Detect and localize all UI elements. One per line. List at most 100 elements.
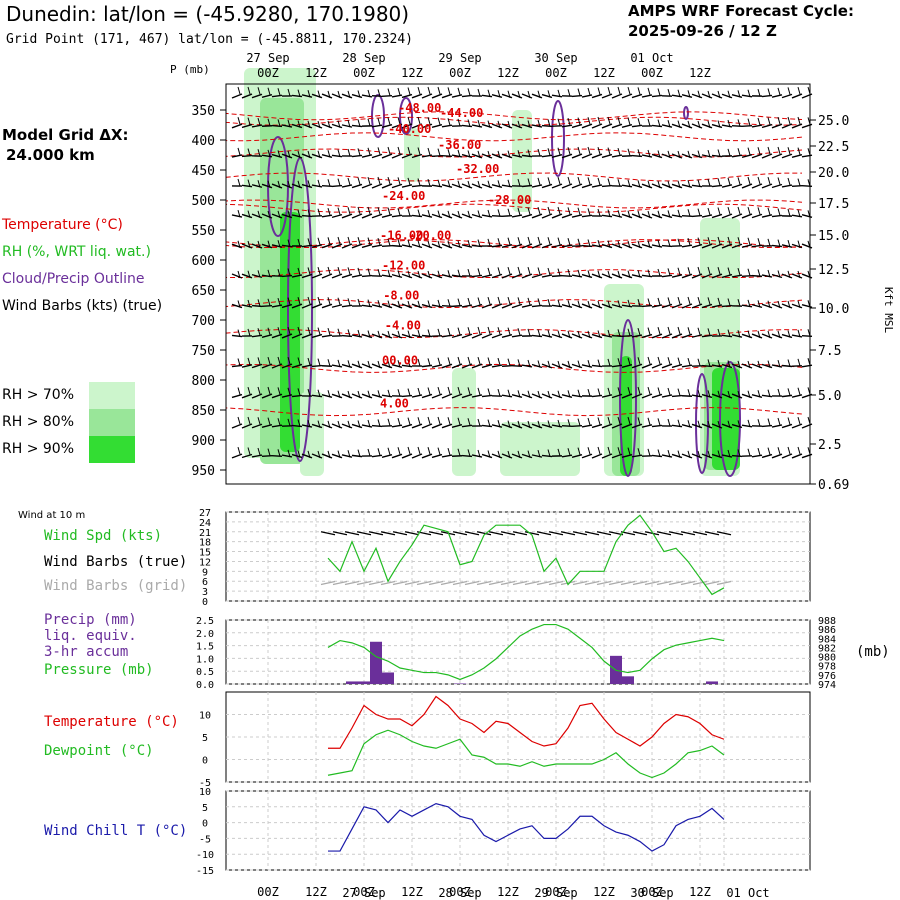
grid-wind-barb <box>368 580 384 586</box>
wind-barb-flag <box>797 446 801 455</box>
wind-barb-shaft <box>631 334 643 338</box>
wind-barb-flag <box>737 119 741 127</box>
wind-barb-shaft <box>431 154 443 158</box>
temperature-dewpoint-ytick: 10 <box>199 711 211 722</box>
wind-barb-flag <box>737 90 741 98</box>
wind-barb-flag <box>637 149 641 157</box>
wind-barb-flag <box>527 149 531 157</box>
wind-barb-flag <box>297 120 301 128</box>
wind-barb-shaft <box>471 394 483 398</box>
true-wind-barb <box>356 531 372 536</box>
wind-barb-flag <box>447 210 451 219</box>
pressure-tick-750: 750 <box>192 344 215 359</box>
height-tick-2: 20.0 <box>818 166 849 181</box>
wind-barb-flag <box>657 239 661 248</box>
wind-barb-flag <box>587 208 591 216</box>
wind-barb-flag <box>317 179 321 188</box>
wind-barb-flag <box>457 327 461 335</box>
wind-barb-shaft <box>671 153 683 159</box>
wind-barb-shaft <box>261 334 273 338</box>
wind-barb-shaft <box>421 423 433 429</box>
wind-barb-flag <box>777 117 781 125</box>
wind-barb-flag <box>517 297 521 305</box>
wind-barb-shaft <box>291 274 303 278</box>
wind-barb-flag <box>777 300 781 309</box>
wind-barb-flag <box>567 207 571 215</box>
temperature-label-11: -4.00 <box>385 319 421 333</box>
wind-barb-flag <box>377 147 381 155</box>
grid-wind-barb <box>536 580 552 586</box>
wind-barb-flag <box>567 117 571 126</box>
wind-barb-flag <box>467 356 471 365</box>
wind-barb-shaft <box>321 365 333 367</box>
wind-barb-flag <box>517 328 521 336</box>
wind-barb-flag <box>617 387 621 395</box>
wind-barb-shaft <box>351 213 363 219</box>
wind-barb-shaft <box>531 243 543 249</box>
wind-barb-flag <box>437 179 441 187</box>
wind-barb-flag <box>497 180 501 188</box>
wind-barb-shaft <box>691 273 703 279</box>
wind-barb-flag <box>597 388 601 396</box>
wind-barb-shaft <box>751 213 763 219</box>
wind-barb-shaft <box>541 183 553 189</box>
wind-barb-shaft <box>591 153 603 159</box>
wind-barb-flag <box>357 206 361 215</box>
rh-shade-5 <box>500 422 580 476</box>
wind-barb-shaft <box>381 94 393 98</box>
wind-barb-shaft <box>751 183 763 189</box>
wind-barb-flag <box>597 330 601 338</box>
wind-barb-flag <box>787 417 791 425</box>
wind-barb-flag <box>697 420 701 428</box>
wind-barb-flag <box>437 210 441 218</box>
wind-barb-shaft <box>411 423 423 429</box>
wind-barb-flag <box>397 270 401 278</box>
wind-barb-shaft <box>651 94 663 98</box>
wind-barb-shaft <box>561 183 573 189</box>
true-wind-barb <box>404 531 420 536</box>
wind-barb-flag <box>797 270 801 279</box>
wind-barb-shaft <box>681 333 693 339</box>
wind-barb-shaft <box>571 94 583 98</box>
wind-barb-flag <box>717 149 721 157</box>
wind-barb-flag <box>477 210 481 218</box>
wind-barb-shaft <box>561 153 573 159</box>
wind-barb-flag <box>567 176 571 185</box>
wind-barb-shaft <box>291 394 303 398</box>
wind-barb-flag <box>587 146 591 155</box>
wind-barb-flag <box>377 419 381 427</box>
wind-barb-shaft <box>421 93 433 99</box>
wind-barb-shaft <box>281 303 293 309</box>
wind-barb-shaft <box>551 243 563 249</box>
wind-barb-flag <box>307 209 311 217</box>
grid-wind-barb <box>464 580 480 586</box>
wind-barb-shaft <box>741 363 753 369</box>
wind-barb-shaft <box>571 453 583 459</box>
wind-barb-flag <box>377 448 381 456</box>
wind-barb-flag <box>457 269 461 277</box>
wind-barb-flag <box>657 88 661 96</box>
wind-barb-flag <box>777 239 781 247</box>
wind-barb-flag <box>237 270 241 279</box>
precip-bar-7 <box>706 681 718 684</box>
wind-barb-shaft <box>241 243 253 249</box>
wind-barb-shaft <box>491 333 503 339</box>
wind-barb-flag <box>747 206 751 215</box>
rh-shade-11 <box>712 368 740 470</box>
wind-barb-flag <box>627 416 631 425</box>
wind-barb-shaft <box>781 93 793 99</box>
wind-barb-flag <box>717 207 721 215</box>
wind-barb-flag <box>287 180 291 189</box>
wind-barb-flag <box>487 267 491 275</box>
wind-barb-flag <box>367 147 371 155</box>
wind-barb-flag <box>717 236 721 245</box>
wind-barb-flag <box>447 149 451 157</box>
wind-barb-flag <box>637 180 641 188</box>
wind-barb-shaft <box>591 303 603 309</box>
precip-pressure-ytick: 0.5 <box>196 667 214 678</box>
wind-barb-flag <box>597 417 601 425</box>
wind-barb-flag <box>297 450 301 458</box>
wind-10m-ytick: 9 <box>202 567 208 578</box>
grid-wind-barb <box>692 580 708 586</box>
wind-barb-flag <box>407 147 411 155</box>
